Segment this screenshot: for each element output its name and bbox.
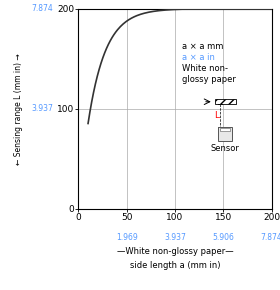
Text: 7.874: 7.874 (261, 233, 280, 242)
Text: ← Sensing range L (mm in) →: ← Sensing range L (mm in) → (14, 53, 23, 165)
Text: side length a (mm in): side length a (mm in) (130, 261, 220, 270)
Text: 3.937: 3.937 (31, 104, 53, 113)
Text: 7.874: 7.874 (32, 4, 53, 13)
Bar (220, 128, 230, 131)
Text: White non-: White non- (182, 64, 228, 73)
Text: 3.937: 3.937 (164, 233, 186, 242)
Text: —White non-glossy paper—: —White non-glossy paper— (117, 247, 233, 256)
Text: 5.906: 5.906 (212, 233, 234, 242)
Bar (214, 99, 236, 104)
Text: a × a mm: a × a mm (182, 42, 223, 51)
Text: glossy paper: glossy paper (182, 75, 236, 84)
Text: 1.969: 1.969 (116, 233, 137, 242)
Text: a × a in: a × a in (182, 53, 215, 62)
Text: Sensor: Sensor (211, 144, 240, 153)
Bar (218, 127, 232, 141)
Text: L: L (214, 111, 219, 120)
